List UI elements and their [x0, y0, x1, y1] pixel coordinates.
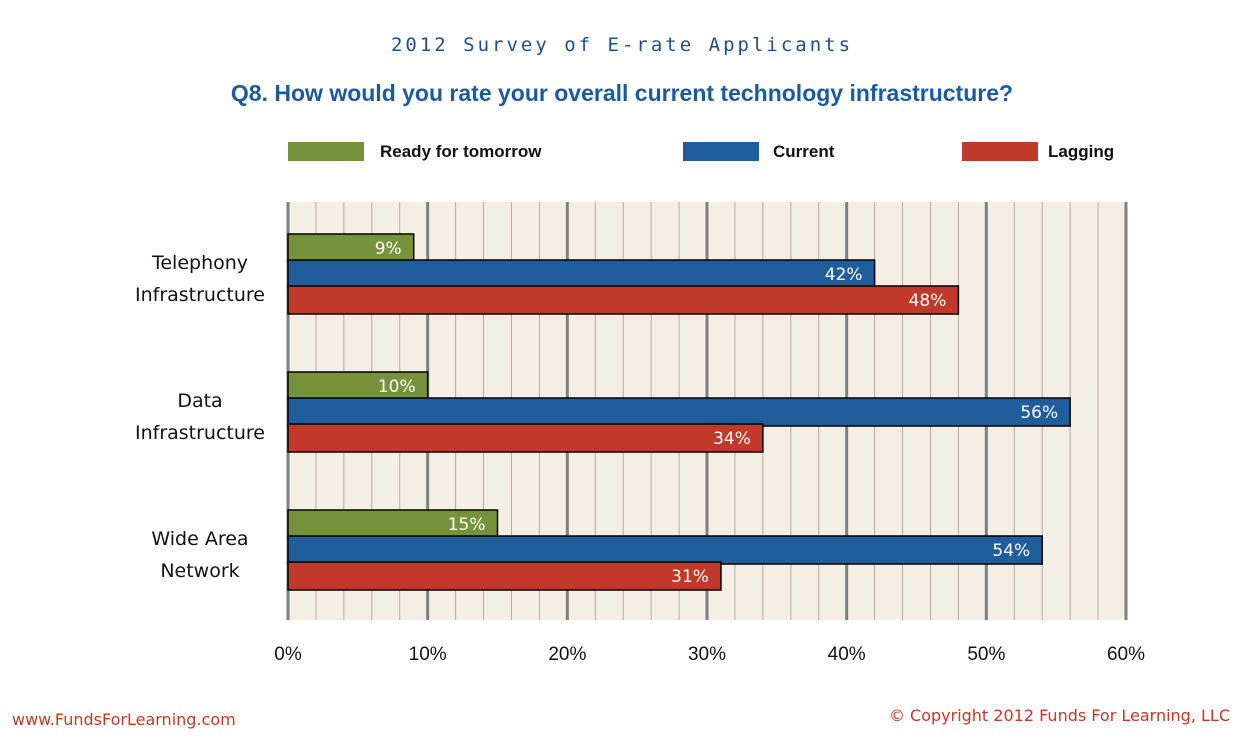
data-label: 10%: [378, 377, 416, 397]
data-label: 42%: [825, 265, 863, 285]
question-title: Q8. How would you rate your overall curr…: [230, 80, 1014, 106]
x-tick-label: 50%: [967, 644, 1005, 665]
bar: [287, 259, 876, 289]
x-tick-label: 10%: [409, 644, 447, 665]
x-tick-label: 40%: [828, 644, 866, 665]
data-label: 34%: [713, 429, 751, 449]
data-label: 31%: [671, 567, 709, 587]
legend: Ready for tomorrow Current Lagging: [288, 142, 1114, 161]
bar: [287, 535, 1043, 565]
legend-label: Lagging: [1048, 142, 1114, 161]
data-label: 54%: [992, 541, 1030, 561]
category-label: Network: [160, 560, 239, 582]
legend-label: Current: [773, 142, 835, 161]
bar: [287, 423, 764, 453]
category-label: Telephony: [151, 252, 248, 274]
bar: [287, 371, 429, 401]
bar: [287, 561, 722, 591]
plot-area: 0% 10% 20% 30% 40% 50% 60% 9% 10% 15% 42% 56% 54% 48%…: [135, 202, 1145, 665]
x-tick-label: 30%: [688, 644, 726, 665]
data-label: 9%: [375, 239, 402, 259]
bar: [287, 285, 960, 315]
bar: [287, 397, 1071, 427]
bar: [287, 509, 499, 539]
category-label: Wide Area: [151, 528, 248, 550]
website-link[interactable]: www.FundsForLearning.com: [12, 710, 236, 729]
data-label: 56%: [1020, 403, 1058, 423]
category-label: Data: [177, 390, 222, 412]
x-tick-label: 0%: [274, 644, 302, 665]
copyright-text: © Copyright 2012 Funds For Learning, LLC: [888, 706, 1230, 725]
legend-swatch: [288, 142, 364, 161]
x-tick-label: 20%: [548, 644, 586, 665]
legend-label: Ready for tomorrow: [380, 142, 542, 161]
data-label: 48%: [909, 291, 947, 311]
legend-swatch: [683, 142, 759, 161]
bar: [287, 233, 415, 263]
x-tick-label: 60%: [1107, 644, 1145, 665]
data-label: 15%: [448, 515, 486, 535]
survey-title: 2012 Survey of E-rate Applicants: [390, 34, 854, 56]
legend-swatch: [962, 142, 1038, 161]
category-label: Infrastructure: [135, 422, 265, 444]
category-label: Infrastructure: [135, 284, 265, 306]
